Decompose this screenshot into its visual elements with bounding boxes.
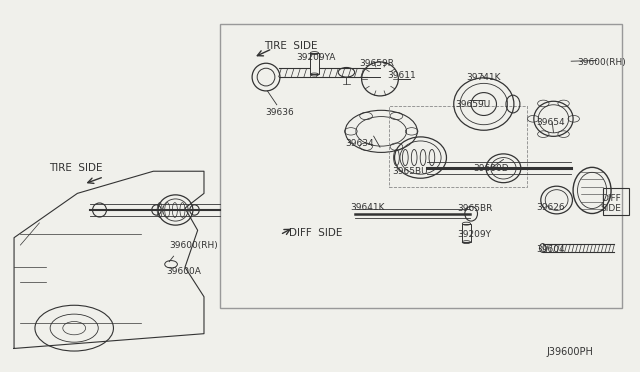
Text: 39600A: 39600A bbox=[166, 267, 201, 276]
Text: 3965BR: 3965BR bbox=[457, 204, 493, 214]
Text: 39641K: 39641K bbox=[350, 203, 385, 212]
Text: 39659U: 39659U bbox=[455, 100, 491, 109]
Text: 39209YA: 39209YA bbox=[296, 53, 336, 62]
Text: 39600(RH): 39600(RH) bbox=[169, 241, 218, 250]
Bar bbox=[220, 23, 622, 308]
Text: TIRE  SIDE: TIRE SIDE bbox=[49, 163, 102, 173]
Text: 39611: 39611 bbox=[388, 71, 417, 80]
Text: DIFF  SIDE: DIFF SIDE bbox=[289, 228, 343, 238]
Text: TIRE  SIDE: TIRE SIDE bbox=[264, 41, 317, 51]
Bar bbox=[603, 188, 629, 215]
Text: 39604: 39604 bbox=[536, 245, 565, 254]
Bar bbox=[389, 106, 527, 187]
Bar bbox=[462, 224, 470, 242]
Text: 39741K: 39741K bbox=[467, 73, 501, 81]
Text: 39654: 39654 bbox=[536, 118, 565, 127]
Text: 39209Y: 39209Y bbox=[457, 230, 492, 239]
Text: 39626: 39626 bbox=[536, 203, 565, 212]
Text: 39634: 39634 bbox=[345, 139, 373, 148]
Text: 39636: 39636 bbox=[266, 108, 294, 118]
Text: 39600(RH): 39600(RH) bbox=[577, 58, 627, 67]
Text: J39600PH: J39600PH bbox=[547, 347, 593, 357]
Text: DIFF
SIDE: DIFF SIDE bbox=[600, 194, 621, 214]
Text: 39600D: 39600D bbox=[473, 164, 509, 173]
Bar bbox=[310, 53, 319, 74]
Text: 39659R: 39659R bbox=[359, 58, 394, 68]
Text: 3965BU: 3965BU bbox=[392, 167, 428, 176]
